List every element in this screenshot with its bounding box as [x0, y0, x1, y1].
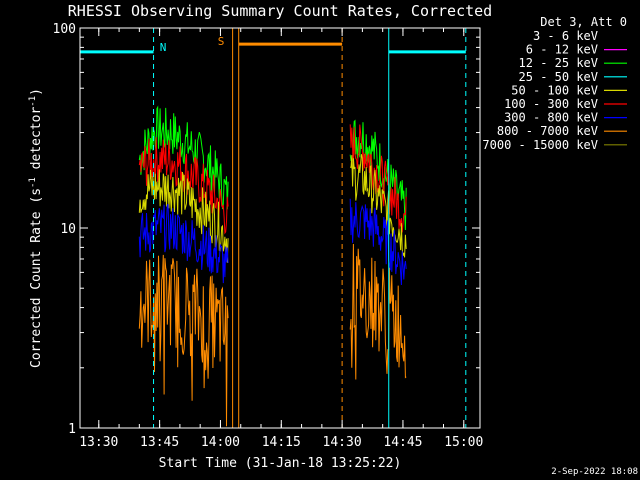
y-label-sup1: -1	[28, 177, 38, 188]
x-tick-label: 13:30	[79, 435, 118, 450]
legend-label: 25 - 50 keV	[519, 70, 598, 84]
y-tick-label: 1	[68, 422, 76, 437]
x-tick-label: 14:45	[383, 435, 422, 450]
x-tick-label: 14:15	[262, 435, 301, 450]
legend-label: 300 - 800 keV	[504, 111, 598, 125]
x-axis-label: Start Time (31-Jan-18 13:25:22)	[159, 456, 402, 471]
series-trace	[349, 154, 407, 258]
legend-label: 3 - 6 keV	[533, 29, 598, 43]
flag-label-s: S	[218, 35, 225, 48]
series-50-100kev	[138, 154, 407, 263]
x-tick-label: 13:45	[140, 435, 179, 450]
series-trace	[138, 137, 229, 235]
legend-label: 800 - 7000 keV	[497, 124, 598, 138]
x-tick-label: 15:00	[444, 435, 483, 450]
chart-title: RHESSI Observing Summary Count Rates, Co…	[68, 2, 492, 20]
x-tick-label: 14:30	[323, 435, 362, 450]
series-trace	[138, 105, 229, 210]
series-trace	[138, 203, 229, 284]
y-tick-label: 10	[60, 222, 76, 237]
legend-label: 6 - 12 keV	[526, 43, 598, 57]
x-tick-label: 14:00	[201, 435, 240, 450]
y-label-sup2: -1	[28, 96, 38, 107]
y-axis-label: Corrected Count Rate (s-1 detector-1)	[28, 88, 44, 368]
legend-label: 12 - 25 keV	[519, 56, 598, 70]
series-trace	[138, 254, 229, 427]
legend-label: 100 - 300 keV	[504, 97, 598, 111]
series-800-7000kev	[138, 243, 407, 427]
y-tick-label: 100	[53, 22, 76, 37]
series-300-800kev	[138, 198, 407, 286]
legend-label: 50 - 100 keV	[511, 83, 598, 97]
legend-header: Det 3, Att 0	[540, 15, 627, 29]
footer-date: 2-Sep-2022 18:08	[551, 467, 638, 477]
series-trace	[349, 198, 407, 286]
flag-label-n: N	[160, 41, 167, 54]
y-label-mid: detector	[29, 107, 44, 178]
y-label-main: Corrected Count Rate (s	[29, 188, 44, 368]
series-trace	[138, 169, 229, 263]
legend-label: 7000 - 15000 keV	[482, 138, 598, 152]
y-label-end: )	[29, 88, 44, 96]
series-trace	[349, 243, 407, 380]
